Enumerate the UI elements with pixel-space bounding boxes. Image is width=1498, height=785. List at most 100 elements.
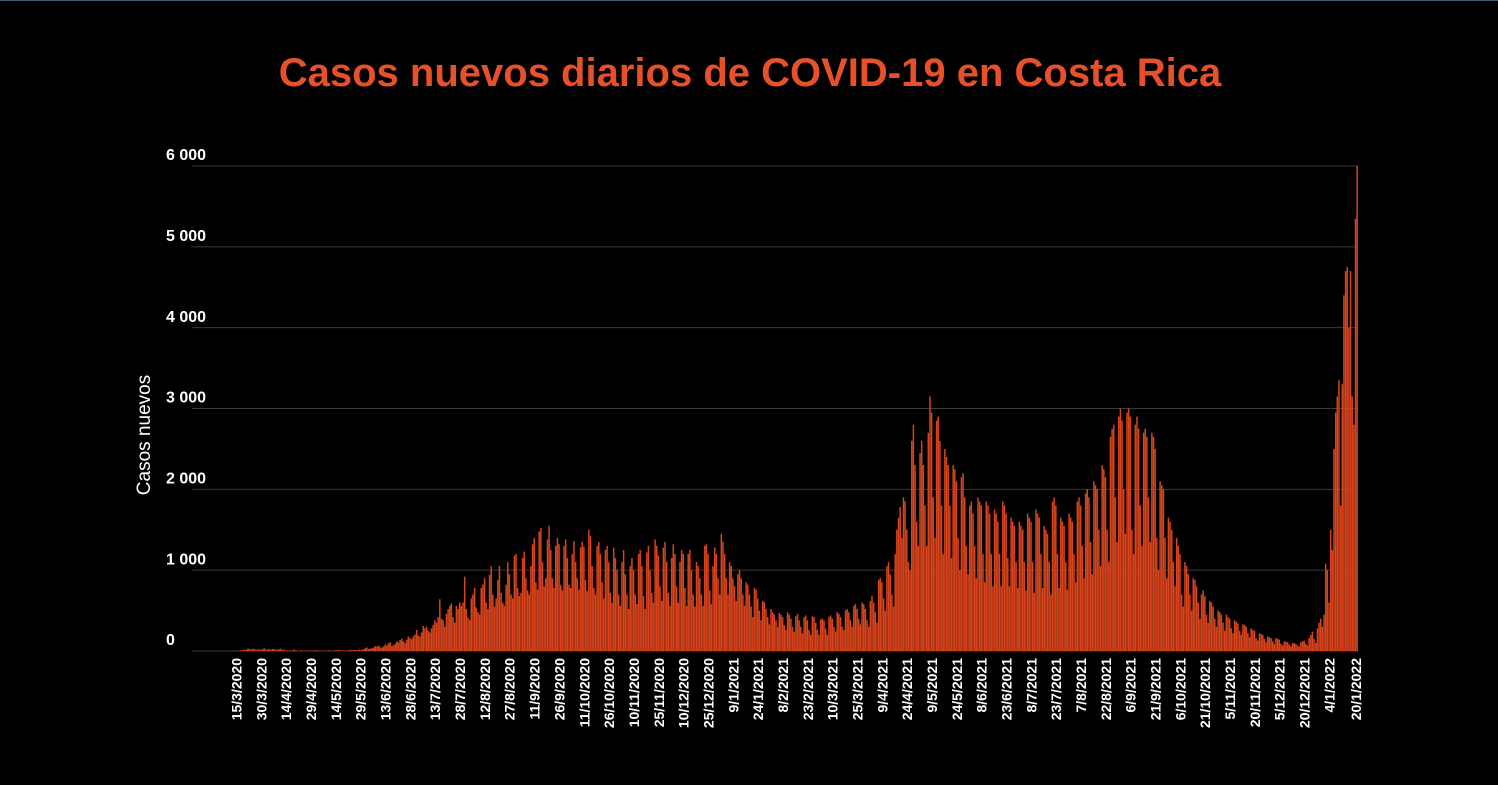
bar [410,639,413,651]
x-tick-label: 14/4/2020 [278,658,294,720]
bar [1167,517,1170,651]
bar [266,649,269,651]
bar [1348,327,1350,651]
bar [833,626,835,651]
bar [816,629,819,651]
x-tick-label: 8/7/2021 [1023,658,1039,713]
bar [978,501,981,651]
bar [1242,624,1244,651]
bar [551,578,554,651]
bar [531,544,534,651]
bar [1280,643,1282,651]
bar [866,620,868,651]
bar [1200,594,1203,651]
bar [697,566,699,651]
bar [675,586,678,651]
bar [361,649,363,651]
bar [384,644,386,651]
bar [1071,521,1074,651]
bar [490,566,492,651]
bar [607,562,610,651]
bar [528,594,530,651]
bar [654,539,656,651]
bar [495,598,497,651]
bar [646,552,648,651]
bar [718,594,721,651]
bar [1214,618,1216,651]
bar [801,633,804,651]
bar [260,649,262,651]
bar [334,650,337,651]
bar [300,650,302,651]
bar [275,649,277,651]
bar [1276,638,1279,651]
bar [622,549,625,651]
bar [783,625,785,651]
y-tick-label: 2 000 [166,471,206,488]
bar [1161,485,1163,651]
bar [869,600,872,651]
bar [569,587,572,651]
bar [1253,630,1256,651]
bar [472,594,474,651]
bar [424,628,426,651]
bar [975,578,978,651]
bar [748,594,751,651]
bar [404,642,406,651]
bar [1117,416,1120,651]
bar [463,576,466,651]
bar [493,606,496,651]
bar [1343,295,1345,651]
bar [270,649,272,651]
bar [1164,537,1166,651]
bar [1050,594,1052,651]
bar [669,605,671,651]
bar [803,617,805,651]
bar [601,582,603,651]
bar [1142,432,1145,651]
bar [929,396,931,651]
bar [1346,267,1348,651]
bar [1252,629,1254,651]
bar [588,529,590,651]
x-tick-label: 29/4/2020 [303,658,319,720]
bar [1326,570,1329,651]
bar [798,620,800,651]
bar [700,594,703,651]
bar [1053,497,1055,651]
bar [468,620,471,651]
bar [917,545,920,651]
bar [341,650,343,651]
bar [405,639,408,651]
bar [1319,618,1322,651]
bar [286,650,289,651]
bar [417,635,420,651]
bar [1190,610,1193,651]
bar [735,600,737,651]
bar [912,424,915,651]
bar [745,582,747,651]
bar [1296,645,1299,651]
bar [1089,541,1092,651]
bar [768,624,771,651]
bar [616,570,618,651]
bar [604,549,607,651]
bar [1300,642,1302,651]
bar [892,606,895,651]
bar [1185,566,1188,651]
bar [1232,633,1234,651]
bar [960,477,963,651]
bar [439,599,441,651]
bar [548,525,550,651]
bar [515,554,517,651]
bar [773,614,776,651]
bar [386,645,388,651]
bar [367,648,370,651]
bar [781,617,784,651]
x-tick-label: 20/12/2021 [1297,658,1313,728]
bar [566,558,569,651]
y-axis-title: Casos nuevos [134,375,155,495]
bar [707,554,709,651]
bar [636,604,638,651]
bar [677,602,680,651]
